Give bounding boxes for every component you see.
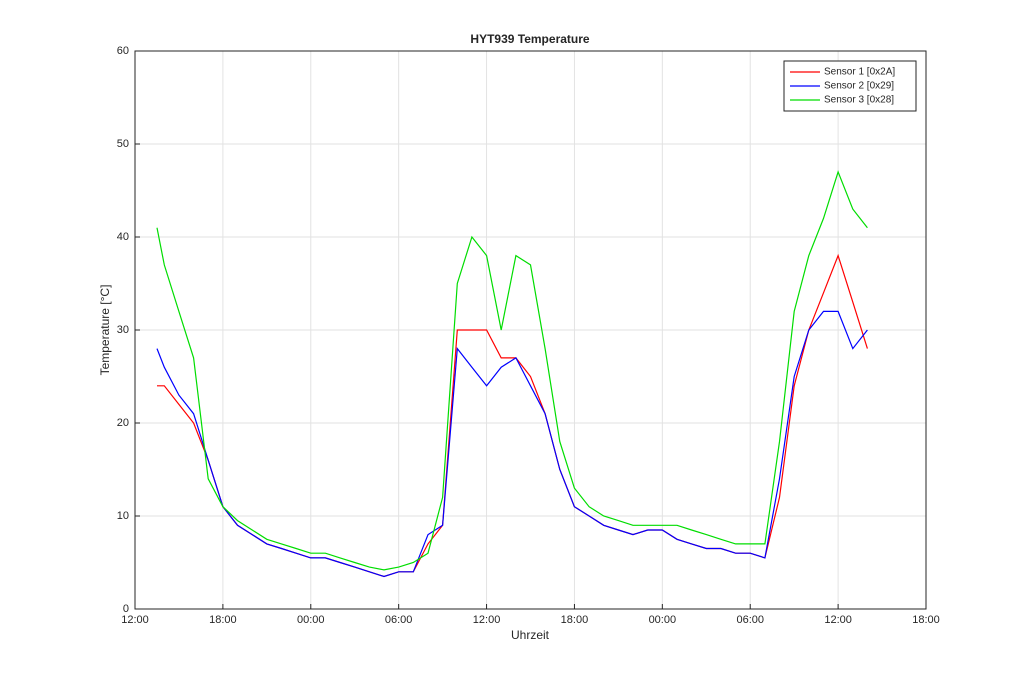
- x-tick-label: 00:00: [297, 614, 325, 626]
- y-axis-label: Temperature [°C]: [98, 285, 112, 376]
- x-tick-label: 18:00: [209, 614, 237, 626]
- y-tick-label: 50: [117, 138, 129, 150]
- x-axis-label: Uhrzeit: [511, 628, 550, 642]
- x-tick-label: 12:00: [121, 614, 149, 626]
- x-tick-label: 06:00: [385, 614, 413, 626]
- series-line: [156, 170, 868, 571]
- y-tick-label: 30: [117, 324, 129, 336]
- legend-label: Sensor 3 [0x28]: [824, 95, 894, 106]
- axes-box: [134, 50, 927, 610]
- y-tick-label: 60: [117, 45, 129, 57]
- series-line: [156, 310, 868, 578]
- x-tick-label: 06:00: [736, 614, 764, 626]
- y-tick-label: 20: [117, 417, 129, 429]
- x-tick-label: 00:00: [649, 614, 677, 626]
- chart-title: HYT939 Temperature: [470, 32, 589, 46]
- y-tick-label: 0: [123, 603, 129, 615]
- x-tick-label: 18:00: [912, 614, 940, 626]
- y-tick-label: 40: [117, 231, 129, 243]
- x-tick-label: 18:00: [561, 614, 589, 626]
- legend-label: Sensor 1 [0x2A]: [824, 67, 895, 78]
- x-tick-label: 12:00: [473, 614, 501, 626]
- x-tick-label: 12:00: [824, 614, 852, 626]
- legend-label: Sensor 2 [0x29]: [824, 81, 894, 92]
- y-tick-label: 10: [117, 510, 129, 522]
